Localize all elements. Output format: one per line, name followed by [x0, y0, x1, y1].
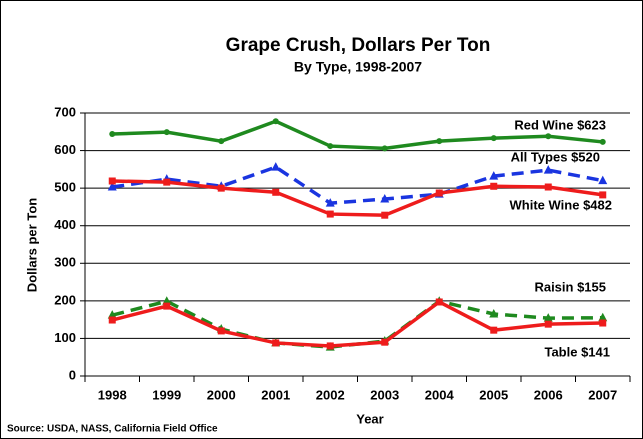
- series-annotation: Red Wine $623: [514, 117, 606, 132]
- marker: [543, 165, 553, 174]
- marker: [489, 171, 499, 180]
- marker: [544, 320, 552, 328]
- x-tick-label: 2000: [207, 387, 236, 402]
- marker: [327, 143, 334, 150]
- marker: [272, 339, 280, 347]
- series-annotation: White Wine $482: [510, 197, 612, 212]
- marker: [163, 302, 171, 310]
- series-annotation: Table $141: [544, 344, 610, 359]
- marker: [272, 188, 280, 196]
- y-tick-label: 0: [69, 367, 76, 382]
- marker: [325, 198, 335, 207]
- x-tick-label: 2007: [588, 387, 617, 402]
- series-line: [112, 179, 604, 217]
- chart-title: Grape Crush, Dollars Per Ton: [226, 35, 491, 56]
- marker: [599, 319, 607, 327]
- marker: [107, 310, 117, 319]
- marker: [163, 178, 171, 186]
- chart-subtitle: By Type, 1998-2007: [294, 59, 422, 75]
- source-note: Source: USDA, NASS, California Field Off…: [7, 424, 218, 435]
- y-tick-label: 400: [54, 217, 76, 232]
- marker: [435, 189, 443, 197]
- marker: [381, 145, 388, 152]
- series-line: [112, 119, 603, 151]
- marker: [272, 118, 279, 125]
- x-tick-label: 2002: [316, 387, 345, 402]
- marker: [490, 182, 498, 190]
- x-axis-label: Year: [356, 411, 383, 426]
- x-tick-label: 1998: [98, 387, 127, 402]
- series-line: [111, 299, 603, 348]
- marker: [107, 182, 117, 191]
- marker: [436, 138, 443, 145]
- series-annotation: Raisin $155: [534, 279, 606, 294]
- marker: [490, 135, 497, 142]
- x-tick-label: 2005: [479, 387, 508, 402]
- marker: [218, 138, 225, 145]
- y-axis-label: Dollars per Ton: [24, 198, 39, 292]
- marker: [598, 175, 608, 185]
- marker: [543, 313, 553, 322]
- marker: [326, 210, 334, 218]
- x-tick-label: 1999: [152, 387, 181, 402]
- series-line: [111, 165, 604, 205]
- x-tick-label: 2004: [425, 387, 455, 402]
- y-tick-label: 200: [54, 292, 76, 307]
- y-tick-label: 100: [54, 330, 76, 345]
- marker: [217, 184, 225, 192]
- marker: [381, 338, 389, 346]
- series-annotation: All Types $520: [511, 149, 600, 164]
- marker: [271, 162, 281, 171]
- marker: [108, 316, 116, 324]
- marker: [108, 177, 116, 185]
- marker: [599, 138, 606, 145]
- marker: [109, 131, 116, 138]
- marker: [162, 296, 172, 305]
- marker: [380, 194, 390, 203]
- marker: [217, 327, 225, 335]
- y-tick-label: 700: [54, 104, 76, 119]
- marker: [545, 133, 552, 140]
- y-tick-label: 300: [54, 255, 76, 270]
- marker: [490, 326, 498, 334]
- marker: [544, 183, 552, 191]
- x-tick-label: 2006: [534, 387, 563, 402]
- y-tick-label: 500: [54, 180, 76, 195]
- marker: [435, 298, 443, 306]
- marker: [599, 191, 607, 199]
- x-tick-label: 2001: [261, 387, 290, 402]
- marker: [381, 211, 389, 219]
- marker: [326, 342, 334, 350]
- x-tick-label: 2003: [370, 387, 399, 402]
- marker: [163, 129, 170, 136]
- marker: [598, 312, 608, 322]
- y-tick-label: 600: [54, 142, 76, 157]
- marker: [489, 309, 499, 318]
